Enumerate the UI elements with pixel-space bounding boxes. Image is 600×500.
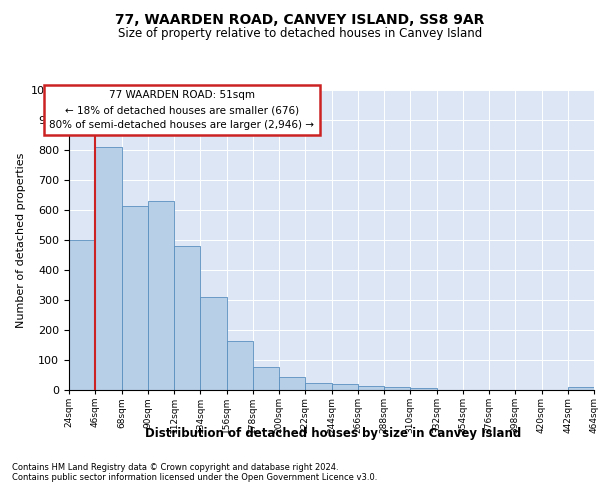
Bar [95, 147, 121, 390]
Bar [253, 366, 279, 390]
Text: 77, WAARDEN ROAD, CANVEY ISLAND, SS8 9AR: 77, WAARDEN ROAD, CANVEY ISLAND, SS8 9AR [115, 12, 485, 26]
Bar [568, 387, 594, 390]
Bar [174, 246, 200, 390]
Bar [305, 382, 331, 390]
Bar [279, 377, 305, 390]
Text: Contains HM Land Registry data © Crown copyright and database right 2024.: Contains HM Land Registry data © Crown c… [12, 464, 338, 472]
Bar [331, 384, 358, 390]
Y-axis label: Number of detached properties: Number of detached properties [16, 152, 26, 328]
Bar [69, 240, 95, 390]
Text: Distribution of detached houses by size in Canvey Island: Distribution of detached houses by size … [145, 428, 521, 440]
Bar [121, 206, 148, 390]
Bar [384, 387, 410, 390]
Text: Contains public sector information licensed under the Open Government Licence v3: Contains public sector information licen… [12, 474, 377, 482]
Bar [227, 342, 253, 390]
Bar [148, 201, 174, 390]
Bar [200, 297, 227, 390]
Text: Size of property relative to detached houses in Canvey Island: Size of property relative to detached ho… [118, 28, 482, 40]
Bar [358, 386, 384, 390]
Text: 77 WAARDEN ROAD: 51sqm
← 18% of detached houses are smaller (676)
80% of semi-de: 77 WAARDEN ROAD: 51sqm ← 18% of detached… [49, 90, 314, 130]
Bar [410, 388, 437, 390]
